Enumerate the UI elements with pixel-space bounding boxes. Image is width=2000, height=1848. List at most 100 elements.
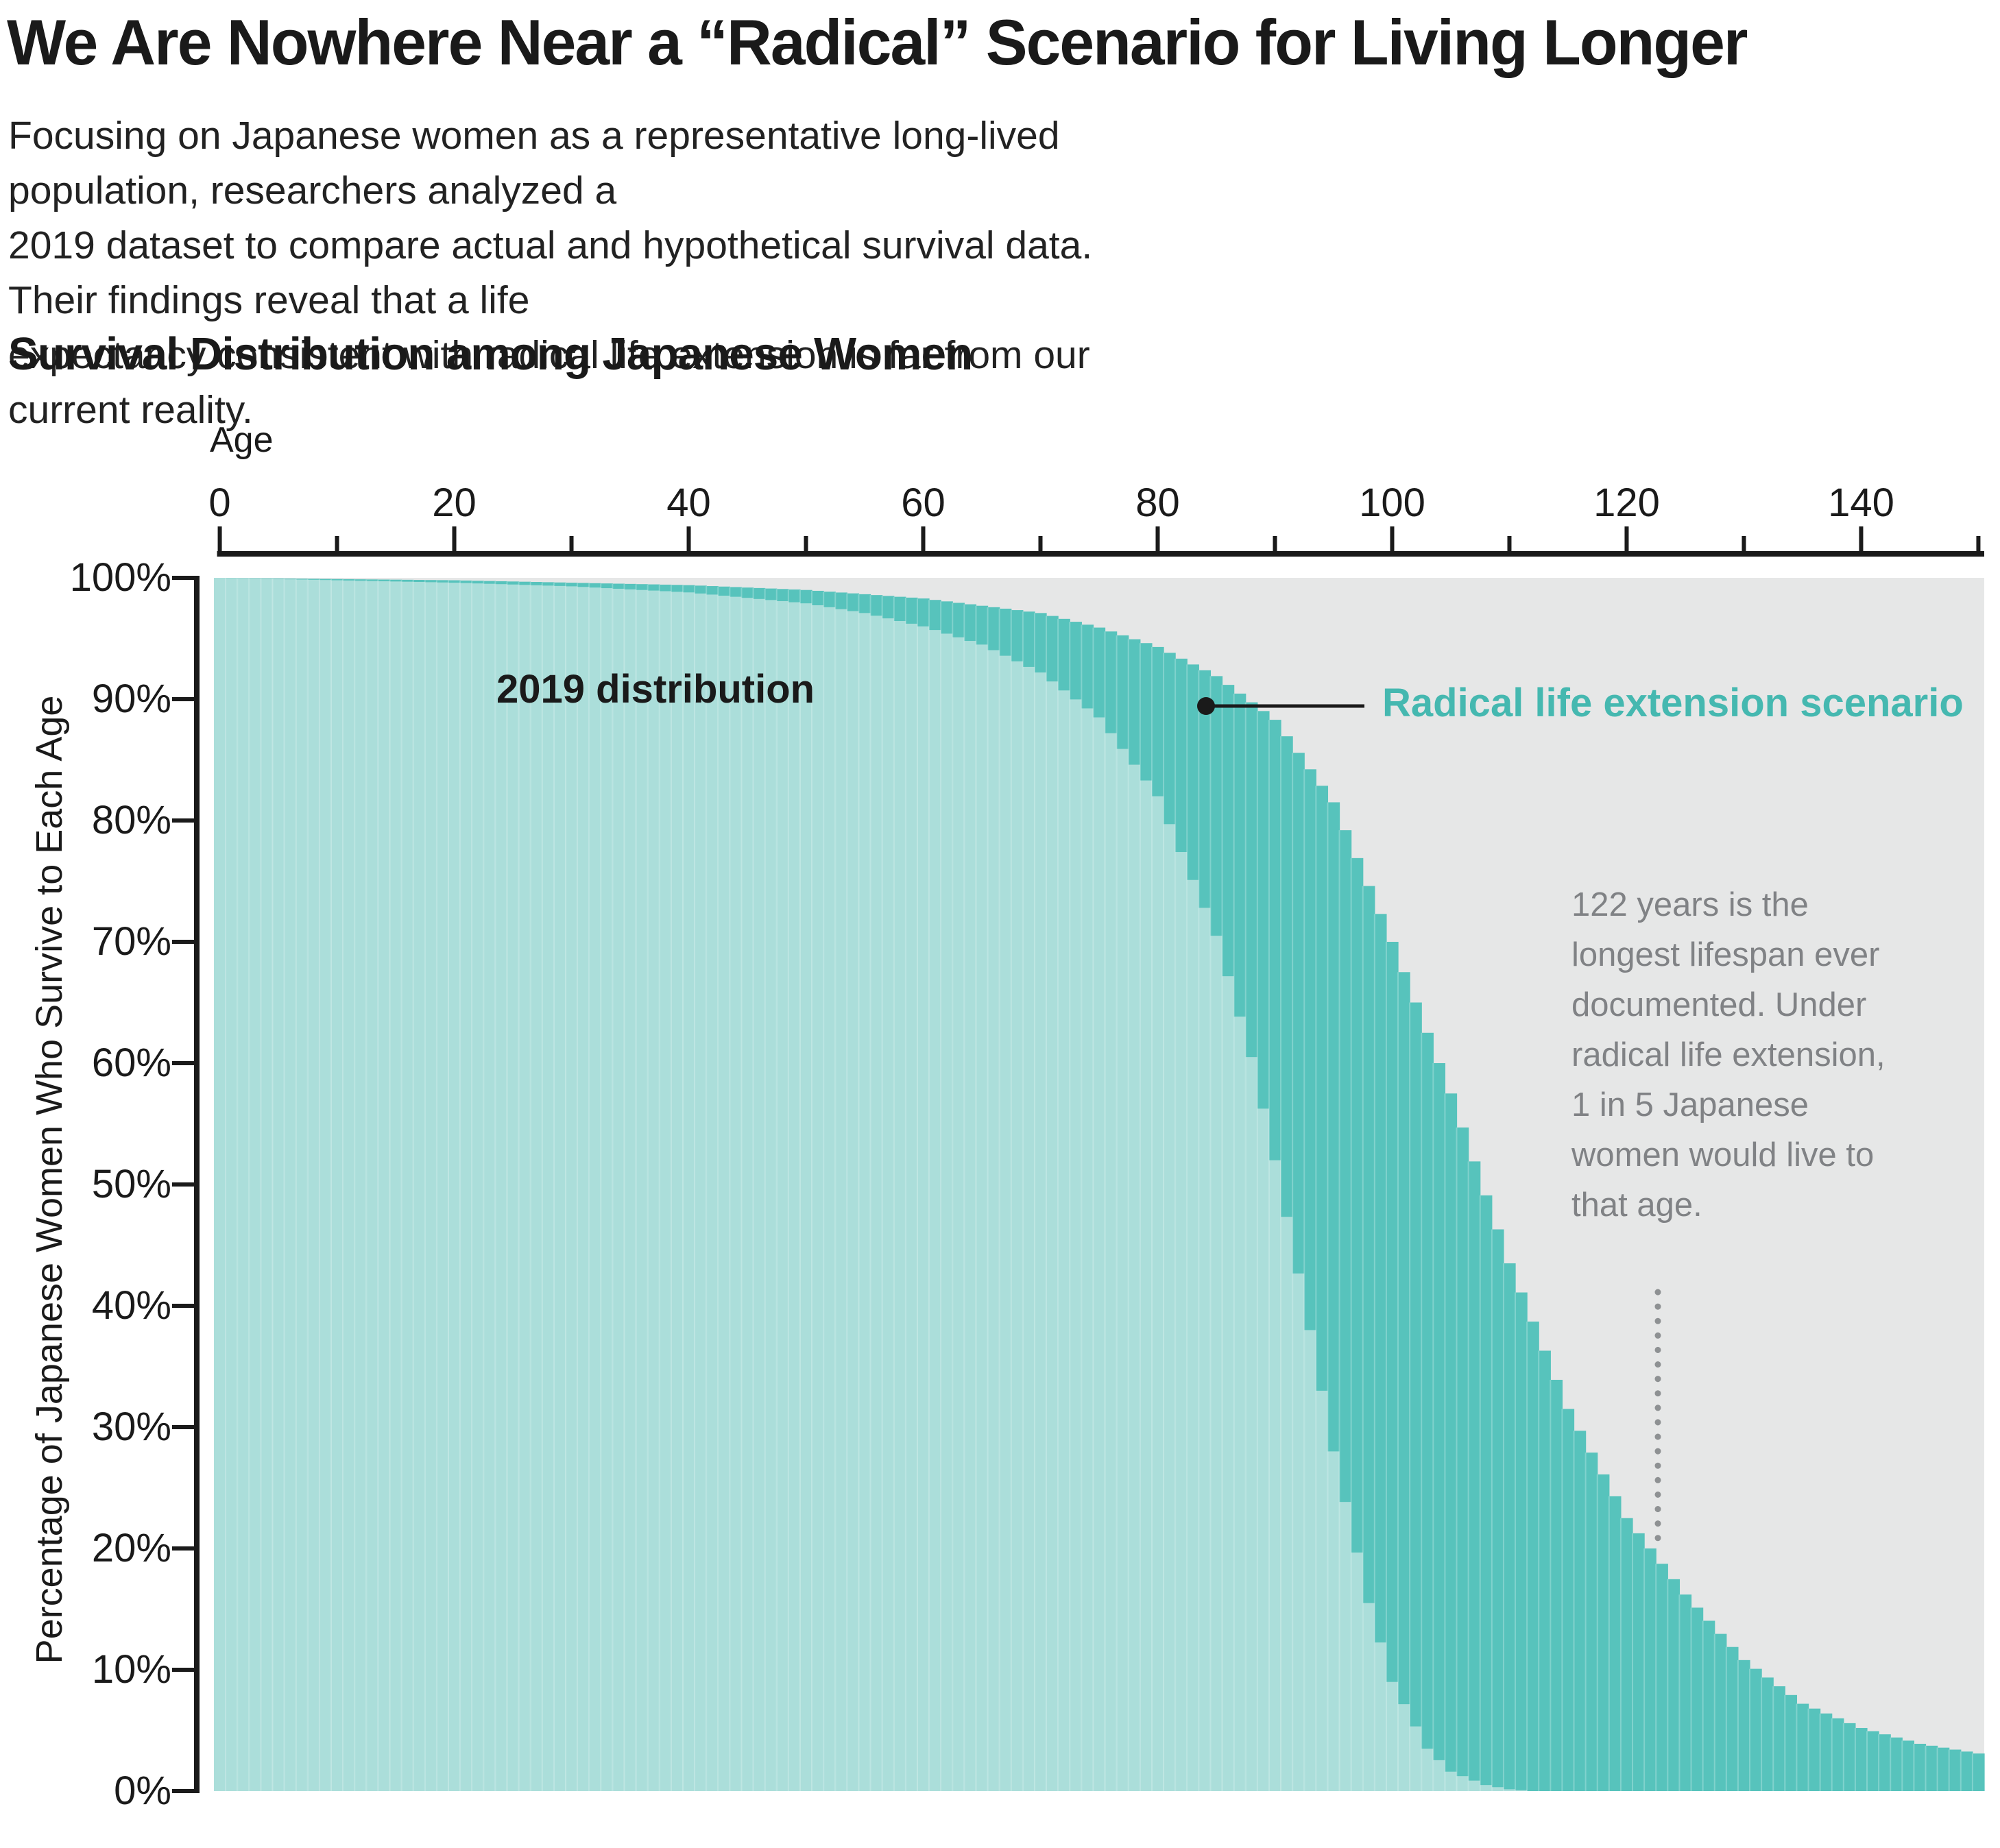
radical-scenario-bar bbox=[1362, 886, 1375, 1791]
bar-2019 bbox=[1445, 1771, 1458, 1791]
bar-2019 bbox=[1503, 1789, 1516, 1791]
bar-2019 bbox=[237, 578, 250, 1791]
radical-scenario-bar bbox=[1820, 1713, 1833, 1791]
page-title: We Are Nowhere Near a “Radical” Scenario… bbox=[7, 6, 1748, 78]
bar-2019 bbox=[952, 637, 965, 1791]
bar-2019 bbox=[1374, 1642, 1387, 1791]
radical-scenario-bar bbox=[1937, 1747, 1950, 1791]
bar-2019 bbox=[882, 618, 895, 1792]
bar-2019 bbox=[389, 581, 402, 1791]
bar-2019 bbox=[870, 616, 883, 1791]
bar-2019 bbox=[823, 607, 836, 1791]
bar-2019 bbox=[1187, 879, 1199, 1791]
radical-scenario-bar bbox=[1656, 1564, 1668, 1791]
bar-2019 bbox=[1034, 672, 1047, 1791]
bar-2019 bbox=[226, 578, 238, 1791]
x-axis-tick-label: 0 bbox=[208, 481, 231, 525]
bar-2019 bbox=[1491, 1787, 1504, 1791]
radical-scenario-bar bbox=[1550, 1379, 1563, 1791]
bar-2019 bbox=[941, 633, 953, 1792]
bar-2019 bbox=[1480, 1785, 1493, 1791]
radical-scenario-bar bbox=[1620, 1518, 1633, 1791]
radical-scenario-bar bbox=[1667, 1579, 1680, 1791]
radical-scenario-bar bbox=[1539, 1350, 1551, 1791]
bar-2019 bbox=[1233, 1017, 1246, 1791]
bar-2019 bbox=[1327, 1451, 1340, 1791]
bar-2019 bbox=[695, 593, 707, 1791]
bar-2019 bbox=[964, 641, 977, 1791]
bar-2019 bbox=[636, 589, 649, 1792]
bar-2019 bbox=[507, 584, 520, 1791]
bar-2019 bbox=[1093, 717, 1106, 1791]
bar-2019 bbox=[1245, 1057, 1258, 1791]
bar-2019 bbox=[788, 602, 801, 1791]
bar-2019 bbox=[1456, 1776, 1469, 1791]
bar-2019 bbox=[1421, 1749, 1434, 1791]
bar-2019 bbox=[624, 589, 637, 1792]
bar-2019 bbox=[413, 582, 426, 1791]
radical-scenario-bar bbox=[1949, 1749, 1962, 1791]
bar-2019 bbox=[589, 587, 601, 1792]
bar-2019 bbox=[812, 605, 824, 1792]
bar-2019 bbox=[214, 578, 226, 1791]
radical-scenario-bar bbox=[1433, 1063, 1446, 1791]
bar-2019 bbox=[307, 579, 320, 1791]
bar-2019 bbox=[730, 596, 743, 1791]
radical-scenario-bar bbox=[1515, 1292, 1528, 1791]
radical-scenario-bar bbox=[1503, 1263, 1516, 1791]
radical-scenario-bar bbox=[1374, 914, 1387, 1791]
chart-heading: Survival Distribution among Japanese Wom… bbox=[8, 328, 973, 380]
x-axis-tick-label: 140 bbox=[1828, 481, 1894, 525]
bar-2019 bbox=[518, 585, 531, 1791]
radical-scenario-bar bbox=[1914, 1743, 1927, 1791]
bar-2019 bbox=[671, 592, 684, 1791]
x-axis-tick-label: 80 bbox=[1135, 481, 1180, 525]
radical-scenario-bar bbox=[1785, 1694, 1798, 1791]
bar-2019 bbox=[436, 582, 449, 1791]
bar-2019 bbox=[1339, 1502, 1352, 1791]
radical-scenario-bar bbox=[1468, 1161, 1481, 1791]
x-axis-tick-label: 20 bbox=[432, 481, 477, 525]
bar-2019 bbox=[1210, 936, 1223, 1791]
bar-2019 bbox=[1022, 666, 1035, 1792]
bar-2019 bbox=[718, 596, 730, 1791]
radical-scenario-bar bbox=[1691, 1607, 1704, 1791]
bar-2019 bbox=[472, 583, 484, 1791]
radical-scenario-bar bbox=[1562, 1409, 1575, 1791]
y-axis-tick-label: 90% bbox=[91, 677, 171, 721]
bar-2019 bbox=[401, 581, 414, 1791]
bar-2019 bbox=[1268, 1160, 1281, 1791]
bar-2019 bbox=[1222, 976, 1235, 1791]
radical-scenario-bar bbox=[1796, 1703, 1809, 1791]
bar-2019 bbox=[1410, 1726, 1422, 1791]
bar-2019 bbox=[917, 626, 930, 1791]
bar-2019 bbox=[1515, 1790, 1528, 1791]
radical-scenario-bar bbox=[1445, 1093, 1458, 1791]
bar-2019 bbox=[905, 623, 918, 1791]
bar-2019 bbox=[1151, 796, 1164, 1791]
bar-2019 bbox=[893, 621, 906, 1792]
bar-2019 bbox=[1281, 1217, 1293, 1791]
y-axis-tick-label: 0% bbox=[114, 1768, 171, 1813]
radical-scenario-bar bbox=[1702, 1620, 1715, 1791]
bar-2019 bbox=[378, 581, 391, 1791]
radical-scenario-bar bbox=[1574, 1431, 1587, 1791]
y-axis-tick-label: 50% bbox=[91, 1162, 171, 1206]
x-axis-tick-label: 60 bbox=[901, 481, 945, 525]
radical-scenario-bar bbox=[1386, 942, 1399, 1791]
radical-scenario-bar bbox=[1925, 1745, 1938, 1791]
bar-2019 bbox=[249, 579, 261, 1791]
bar-2019 bbox=[706, 594, 719, 1791]
bar-2019 bbox=[1011, 661, 1024, 1791]
radical-scenario-bar bbox=[1421, 1032, 1434, 1791]
bar-2019 bbox=[553, 585, 566, 1791]
bar-2019 bbox=[343, 580, 355, 1791]
bar-2019 bbox=[530, 585, 543, 1791]
bar-2019 bbox=[847, 611, 860, 1791]
radical-scenario-bar bbox=[1491, 1229, 1504, 1791]
radical-scenario-bar bbox=[1902, 1740, 1915, 1791]
series-label-radical-scenario: Radical life extension scenario bbox=[1382, 681, 1964, 725]
y-axis-tick-label: 30% bbox=[91, 1405, 171, 1449]
